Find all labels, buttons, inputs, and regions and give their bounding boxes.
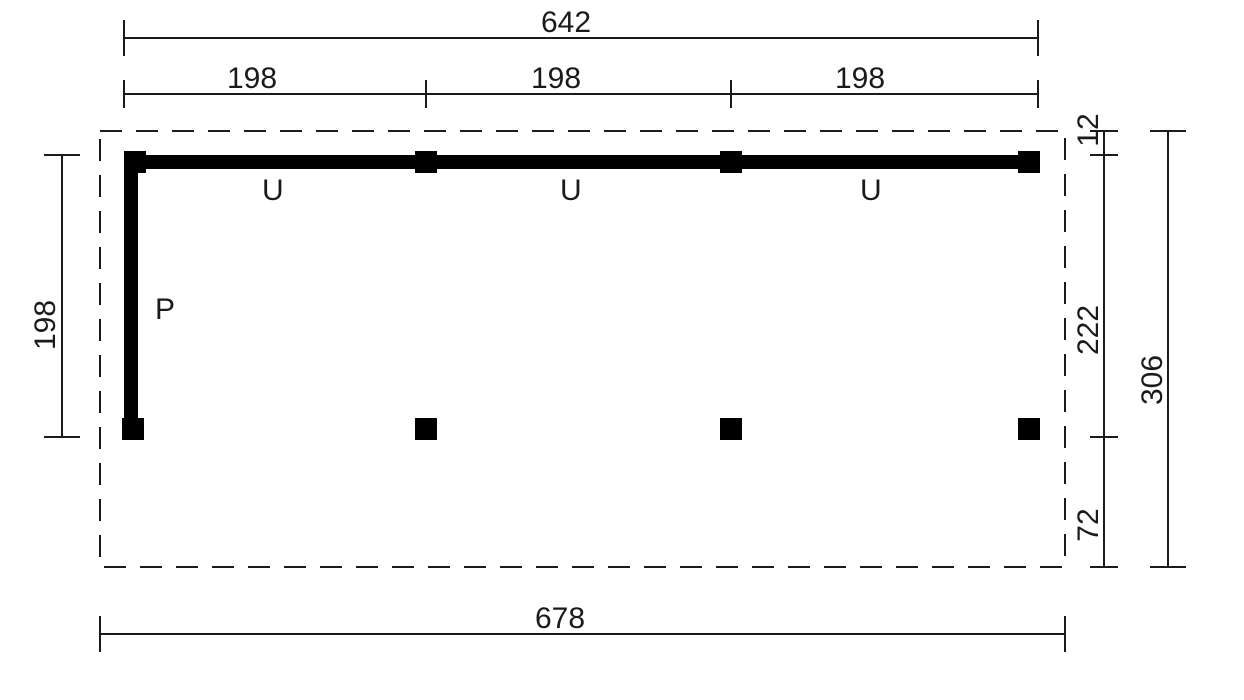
post (124, 151, 146, 173)
p-label: P (155, 293, 175, 326)
post (720, 151, 742, 173)
post (1018, 151, 1040, 173)
dimension-value: 12 (1072, 113, 1105, 146)
dimension-bottom-678: 678 (100, 602, 1065, 652)
u-label: U (860, 174, 882, 207)
dimension-top-642: 642 (124, 6, 1038, 56)
u-label: U (560, 174, 582, 207)
beam-vertical (124, 155, 138, 437)
post (720, 418, 742, 440)
u-labels: UUU (262, 174, 882, 207)
posts-bottom-row (122, 418, 1040, 440)
roof-outline-dashed (100, 131, 1065, 567)
dimension-value: 198 (531, 62, 581, 95)
dimension-value: 198 (29, 300, 62, 350)
post (1018, 418, 1040, 440)
dimension-right-222: 222 (1072, 155, 1118, 437)
dimension-right-72: 72 (1072, 437, 1118, 567)
dimension-left-198: 198 (29, 155, 80, 437)
post (415, 418, 437, 440)
dimension-value: 306 (1136, 355, 1169, 405)
dimension-right-12: 12 (1072, 113, 1118, 155)
dimension-right-306: 306 (1136, 131, 1186, 567)
dimension-value: 198 (227, 62, 277, 95)
post (122, 418, 144, 440)
dimension-value: 678 (535, 602, 585, 635)
dimension-value: 642 (541, 6, 591, 39)
u-label: U (262, 174, 284, 207)
post (415, 151, 437, 173)
dimension-value: 72 (1072, 508, 1105, 541)
dimension-top-segments: 198 198 198 (124, 62, 1038, 108)
beam-horizontal (124, 155, 1037, 169)
technical-drawing: U U U P 642 198 198 198 678 198 12 222 (0, 0, 1244, 700)
dimension-value: 198 (835, 62, 885, 95)
dimension-value: 222 (1072, 305, 1105, 355)
